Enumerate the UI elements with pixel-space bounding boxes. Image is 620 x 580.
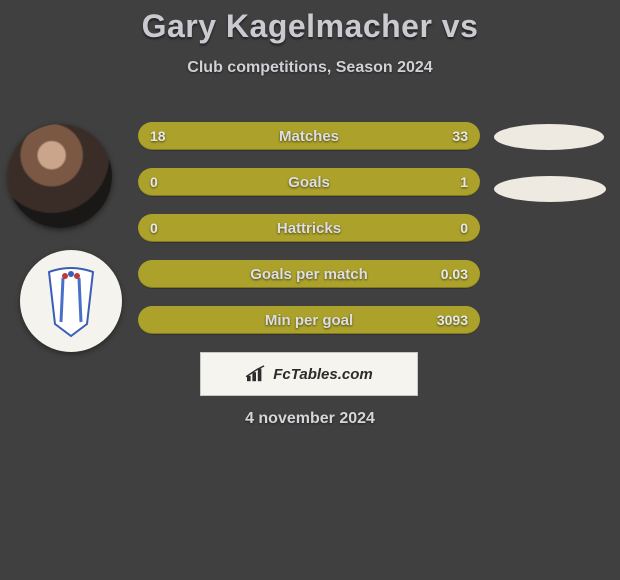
- stat-label: Matches: [138, 122, 480, 150]
- opponent-avatar-placeholder: [494, 124, 604, 150]
- brand-watermark: FcTables.com: [200, 352, 418, 396]
- stat-label: Goals per match: [138, 260, 480, 288]
- opponent-badge-placeholder: [494, 176, 606, 202]
- stat-bar: 0 Hattricks 0: [138, 214, 480, 242]
- stat-bar: 0 Goals 1: [138, 168, 480, 196]
- team-badge: [20, 250, 122, 352]
- comparison-card: Gary Kagelmacher vs Club competitions, S…: [0, 0, 620, 580]
- brand-text: FcTables.com: [273, 366, 372, 383]
- stat-label: Hattricks: [138, 214, 480, 242]
- stat-bar: 18 Matches 33: [138, 122, 480, 150]
- shield-icon: [41, 264, 101, 338]
- page-subtitle: Club competitions, Season 2024: [0, 59, 620, 77]
- stat-right-value: 33: [452, 122, 468, 150]
- stat-right-value: 3093: [437, 306, 468, 334]
- player-avatar: [8, 124, 112, 228]
- barchart-icon: [245, 365, 267, 383]
- stat-bar: Min per goal 3093: [138, 306, 480, 334]
- stat-right-value: 1: [460, 168, 468, 196]
- footer-date: 4 november 2024: [0, 410, 620, 428]
- stat-right-value: 0: [460, 214, 468, 242]
- page-title: Gary Kagelmacher vs: [0, 0, 620, 45]
- stat-bars: 18 Matches 33 0 Goals 1 0 Hattricks 0 Go…: [138, 122, 480, 352]
- stat-bar: Goals per match 0.03: [138, 260, 480, 288]
- stat-label: Min per goal: [138, 306, 480, 334]
- stat-right-value: 0.03: [441, 260, 468, 288]
- stat-label: Goals: [138, 168, 480, 196]
